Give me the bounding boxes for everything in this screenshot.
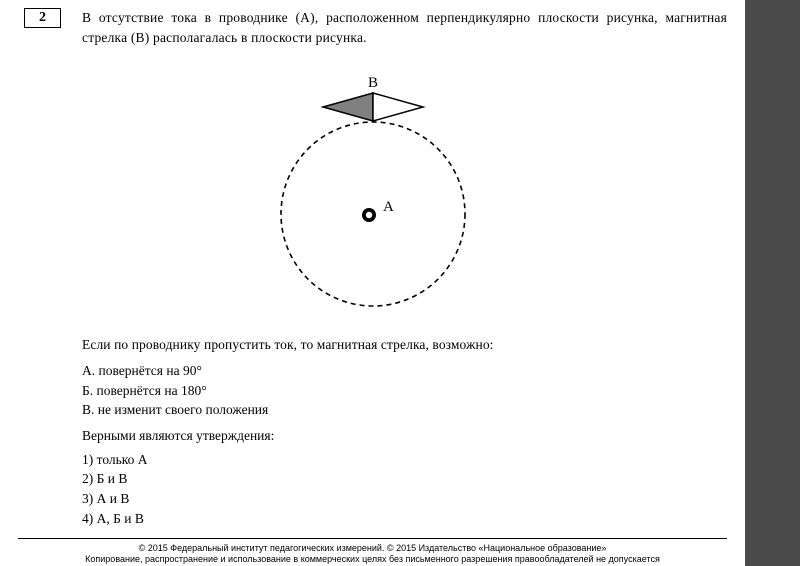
option-3: 3) А и В	[82, 489, 727, 509]
statement-a: А. повернётся на 90°	[82, 361, 727, 381]
answer-options: 1) только А 2) Б и В 3) А и В 4) А, Б и …	[82, 450, 727, 528]
question-number-box: 2	[24, 8, 61, 28]
needle-left-half	[323, 93, 373, 121]
footer-line-1: © 2015 Федеральный институт педагогическ…	[18, 543, 727, 554]
option-4: 4) А, Б и В	[82, 509, 727, 529]
followup-text: Если по проводнику пропустить ток, то ма…	[82, 337, 727, 353]
statement-c: В. не изменит своего положения	[82, 400, 727, 420]
label-b: B	[367, 75, 377, 91]
option-1: 1) только А	[82, 450, 727, 470]
option-2: 2) Б и В	[82, 469, 727, 489]
label-a: A	[383, 199, 394, 215]
correct-label: Верными являются утверждения:	[82, 428, 727, 444]
center-ring-inner	[365, 212, 371, 218]
statement-b: Б. повернётся на 180°	[82, 381, 727, 401]
divider	[18, 538, 727, 539]
question-text: В отсутствие тока в проводнике (А), расп…	[82, 8, 727, 47]
needle-right-half	[373, 93, 423, 121]
diagram-container: B A	[18, 59, 727, 319]
footer-line-2: Копирование, распространение и использов…	[18, 554, 727, 565]
footer: © 2015 Федеральный институт педагогическ…	[18, 543, 727, 566]
page: 2 В отсутствие тока в проводнике (А), ра…	[0, 0, 745, 566]
question-number: 2	[39, 10, 46, 25]
physics-diagram: B A	[223, 59, 523, 319]
statements-list: А. повернётся на 90° Б. повернётся на 18…	[82, 361, 727, 420]
